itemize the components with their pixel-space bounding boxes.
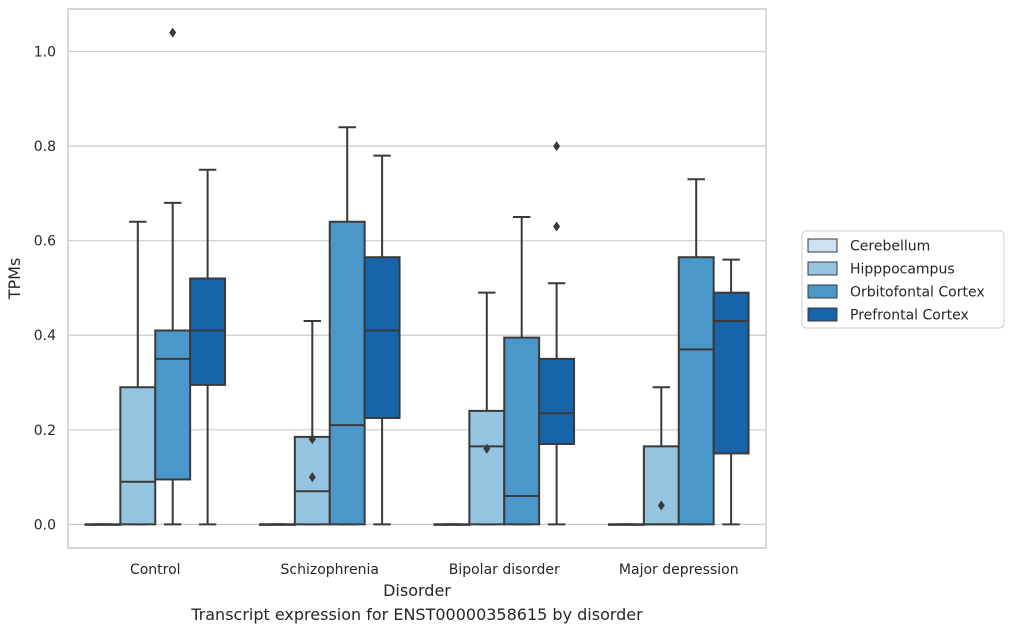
box-body — [119, 386, 157, 526]
y-tick-label: 0.4 — [34, 328, 56, 344]
box-body — [363, 256, 401, 419]
legend-swatch — [807, 307, 838, 322]
x-tick-labels: Control Schizophrenia Bipolar disorder Majo… — [130, 562, 739, 578]
box-3-0 — [607, 523, 645, 526]
box-3-3 — [712, 258, 750, 526]
y-tick-label: 0.2 — [34, 423, 56, 439]
box-3-2 — [677, 178, 715, 526]
legend-label: Prefrontal Cortex — [850, 308, 969, 324]
y-tick-label: 0.8 — [34, 139, 56, 155]
box-1-2 — [328, 126, 366, 526]
box-body — [328, 220, 366, 526]
box-body — [712, 291, 750, 455]
x-tick-label: Major depression — [619, 562, 739, 578]
box-series — [84, 27, 750, 526]
box-1-0 — [258, 523, 296, 526]
outlier-point — [657, 500, 665, 511]
legend-label: Orbitofontal Cortex — [850, 285, 985, 301]
box-0-0 — [84, 523, 122, 526]
box-1-3 — [363, 154, 401, 526]
box-body — [468, 409, 506, 526]
box-body — [677, 256, 715, 526]
box-1-1 — [293, 320, 331, 526]
box-2-2 — [503, 216, 541, 526]
y-tick-label: 0.0 — [34, 517, 56, 533]
outlier-point — [308, 472, 316, 483]
box-2-0 — [433, 523, 471, 526]
x-tick-label: Control — [130, 562, 181, 578]
legend-label: Cerebellum — [850, 239, 930, 255]
plot-frame — [67, 8, 767, 549]
box-body — [538, 357, 576, 445]
legend-swatch — [807, 238, 838, 253]
outlier-point — [483, 443, 491, 454]
legend-label: Hipppocampus — [850, 262, 955, 278]
box-0-1 — [119, 220, 157, 526]
legend-swatch — [807, 284, 838, 299]
box-3-1 — [642, 386, 680, 526]
outlier-point — [308, 434, 316, 445]
box-0-2 — [154, 27, 192, 526]
legend-box — [801, 230, 1005, 329]
x-axis-label: Disorder — [383, 581, 451, 600]
box-0-3 — [189, 168, 227, 526]
outlier-point — [169, 27, 177, 38]
outlier-point — [553, 221, 561, 232]
box-2-1 — [468, 291, 506, 526]
legend-swatch — [807, 261, 838, 276]
box-body — [642, 445, 680, 526]
figure-caption: Transcript expression for ENST0000035861… — [191, 605, 643, 624]
box-2-3 — [538, 141, 576, 526]
y-axis-label: TPMs — [5, 258, 24, 301]
y-tick-label: 0.6 — [34, 234, 56, 250]
legend: Cerebellum Hipppocampus Orbitofontal Corte… — [801, 230, 1005, 329]
x-tick-label: Bipolar disorder — [449, 562, 560, 578]
outlier-point — [553, 141, 561, 152]
y-tick-labels: 0.0 0.2 0.4 0.6 0.8 1.0 — [34, 45, 56, 534]
box-body — [189, 277, 227, 386]
box-body — [154, 329, 192, 481]
x-tick-label: Schizophrenia — [281, 562, 379, 578]
y-tick-label: 1.0 — [34, 45, 56, 61]
